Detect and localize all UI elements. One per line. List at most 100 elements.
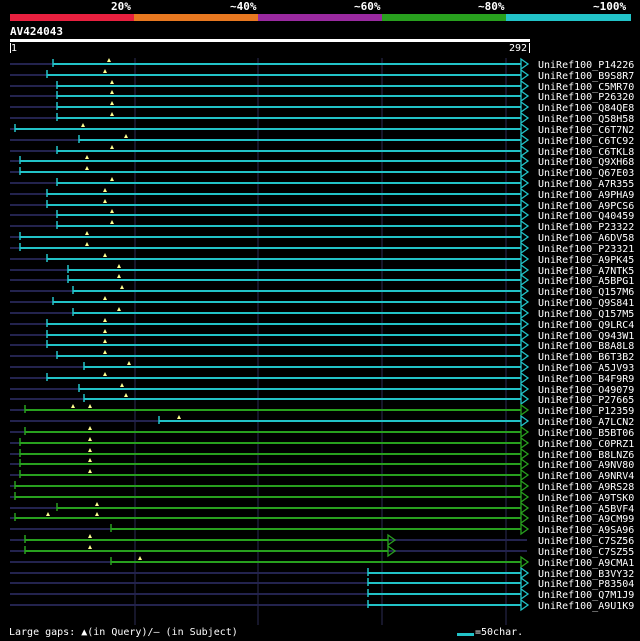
hit-arrowhead (520, 273, 530, 287)
hit-label: UniRef100_Q67E03 (538, 168, 634, 179)
hit-arrowhead (520, 176, 530, 190)
hit-label: UniRef100_Q943W1 (538, 331, 634, 342)
query-gap-marker (85, 231, 89, 235)
hit-arrowhead (520, 436, 530, 450)
hit-arrowhead (520, 328, 530, 342)
hit-label: UniRef100_A9PCS6 (538, 201, 634, 212)
query-gap-marker (117, 307, 121, 311)
query-gap-marker (95, 512, 99, 516)
hit-arrowhead (520, 587, 530, 601)
hit-arrowhead (520, 208, 530, 222)
hit-arrowhead (520, 490, 530, 504)
legend-label-20: 20% (111, 0, 131, 13)
hit-arrowhead (520, 457, 530, 471)
hit-label: UniRef100_P14226 (538, 60, 634, 71)
hit-label: UniRef100_B5BT06 (538, 428, 634, 439)
hit-arrowhead (520, 468, 530, 482)
identity-legend: 20% ~40% ~60% ~80% ~100% (0, 0, 640, 14)
hit-label: UniRef100_A5BPG1 (538, 276, 634, 287)
hit-label: UniRef100_P23321 (538, 244, 634, 255)
query-gap-marker (88, 458, 92, 462)
query-gap-marker (110, 177, 114, 181)
hit-label: UniRef100_A9CM99 (538, 514, 634, 525)
footer: Large gaps: ▲(in Query)/— (in Subject) =… (0, 626, 640, 640)
hit-arrowhead (520, 241, 530, 255)
hit-label: UniRef100_A9TSK0 (538, 493, 634, 504)
hit-arrowhead (520, 576, 530, 590)
query-gap-marker (124, 134, 128, 138)
query-gap-marker (88, 448, 92, 452)
identity-color-bar (10, 14, 631, 21)
hit-label: UniRef100_B4F9R9 (538, 374, 634, 385)
hit-label: UniRef100_Q84QE8 (538, 103, 634, 114)
query-gap-marker (138, 556, 142, 560)
query-gap-marker (110, 209, 114, 213)
query-gap-marker (124, 393, 128, 397)
query-gap-marker (103, 188, 107, 192)
hit-label: UniRef100_A7R355 (538, 179, 634, 190)
color-segment-80 (382, 14, 506, 21)
hit-arrowhead (520, 198, 530, 212)
hit-arrowhead (387, 544, 397, 558)
hit-arrowhead (520, 414, 530, 428)
query-gap-marker (103, 318, 107, 322)
hit-arrowhead (520, 501, 530, 515)
hit-arrowhead (520, 144, 530, 158)
hit-arrowhead (520, 133, 530, 147)
hit-label: UniRef100_P83504 (538, 579, 634, 590)
hit-arrowhead (520, 252, 530, 266)
scale-bar (457, 633, 474, 636)
query-id: AV424043 (10, 25, 63, 38)
hit-label: UniRef100_A7NTK5 (538, 266, 634, 277)
query-gap-marker (120, 285, 124, 289)
scale-label: =50char. (475, 627, 524, 638)
hit-arrowhead (520, 111, 530, 125)
hit-label: UniRef100_Q58H58 (538, 114, 634, 125)
query-gap-marker (110, 145, 114, 149)
hit-arrowhead (520, 403, 530, 417)
hit-arrowhead (520, 371, 530, 385)
hit-label: UniRef100_P12359 (538, 406, 634, 417)
hit-label: UniRef100_Q9XH68 (538, 157, 634, 168)
color-segment-20 (10, 14, 134, 21)
legend-label-80: ~80% (478, 0, 505, 13)
query-gap-marker (46, 512, 50, 516)
query-gap-marker (103, 199, 107, 203)
hit-arrowhead (520, 425, 530, 439)
hit-arrowhead (520, 349, 530, 363)
query-gap-marker (103, 296, 107, 300)
query-gap-marker (103, 253, 107, 257)
hit-label: UniRef100_Q9LRC4 (538, 320, 634, 331)
hit-arrowhead (520, 100, 530, 114)
query-gap-marker (117, 274, 121, 278)
hit-label: UniRef100_A9PK45 (538, 255, 634, 266)
hit-label: UniRef100_Q7M1J9 (538, 590, 634, 601)
hit-arrowhead (520, 360, 530, 374)
hit-arrowhead (520, 306, 530, 320)
query-gap-marker (85, 155, 89, 159)
query-gap-marker (127, 361, 131, 365)
hit-arrowhead (520, 338, 530, 352)
hit-label: UniRef100_B6T3B2 (538, 352, 634, 363)
hit-arrowhead (520, 165, 530, 179)
hit-label: UniRef100_C5MR70 (538, 82, 634, 93)
query-bar (10, 39, 530, 42)
hit-label: UniRef100_A9NRV4 (538, 471, 634, 482)
hit-arrowhead (520, 511, 530, 525)
hit-label: UniRef100_C6TKL8 (538, 147, 634, 158)
query-gap-marker (95, 502, 99, 506)
hit-arrowhead (520, 79, 530, 93)
hit-arrowhead (520, 479, 530, 493)
gaps-legend: Large gaps: ▲(in Query)/— (in Subject) (9, 627, 238, 638)
hit-arrowhead (520, 522, 530, 536)
hit-arrowhead (387, 533, 397, 547)
query-gap-marker (103, 350, 107, 354)
query-gap-marker (85, 242, 89, 246)
query-gap-marker (88, 426, 92, 430)
query-gap-marker (85, 166, 89, 170)
hit-arrowhead (520, 219, 530, 233)
query-gap-marker (103, 329, 107, 333)
hit-label: UniRef100_A9U1K9 (538, 601, 634, 612)
hit-arrowhead (520, 447, 530, 461)
hit-arrowhead (520, 317, 530, 331)
